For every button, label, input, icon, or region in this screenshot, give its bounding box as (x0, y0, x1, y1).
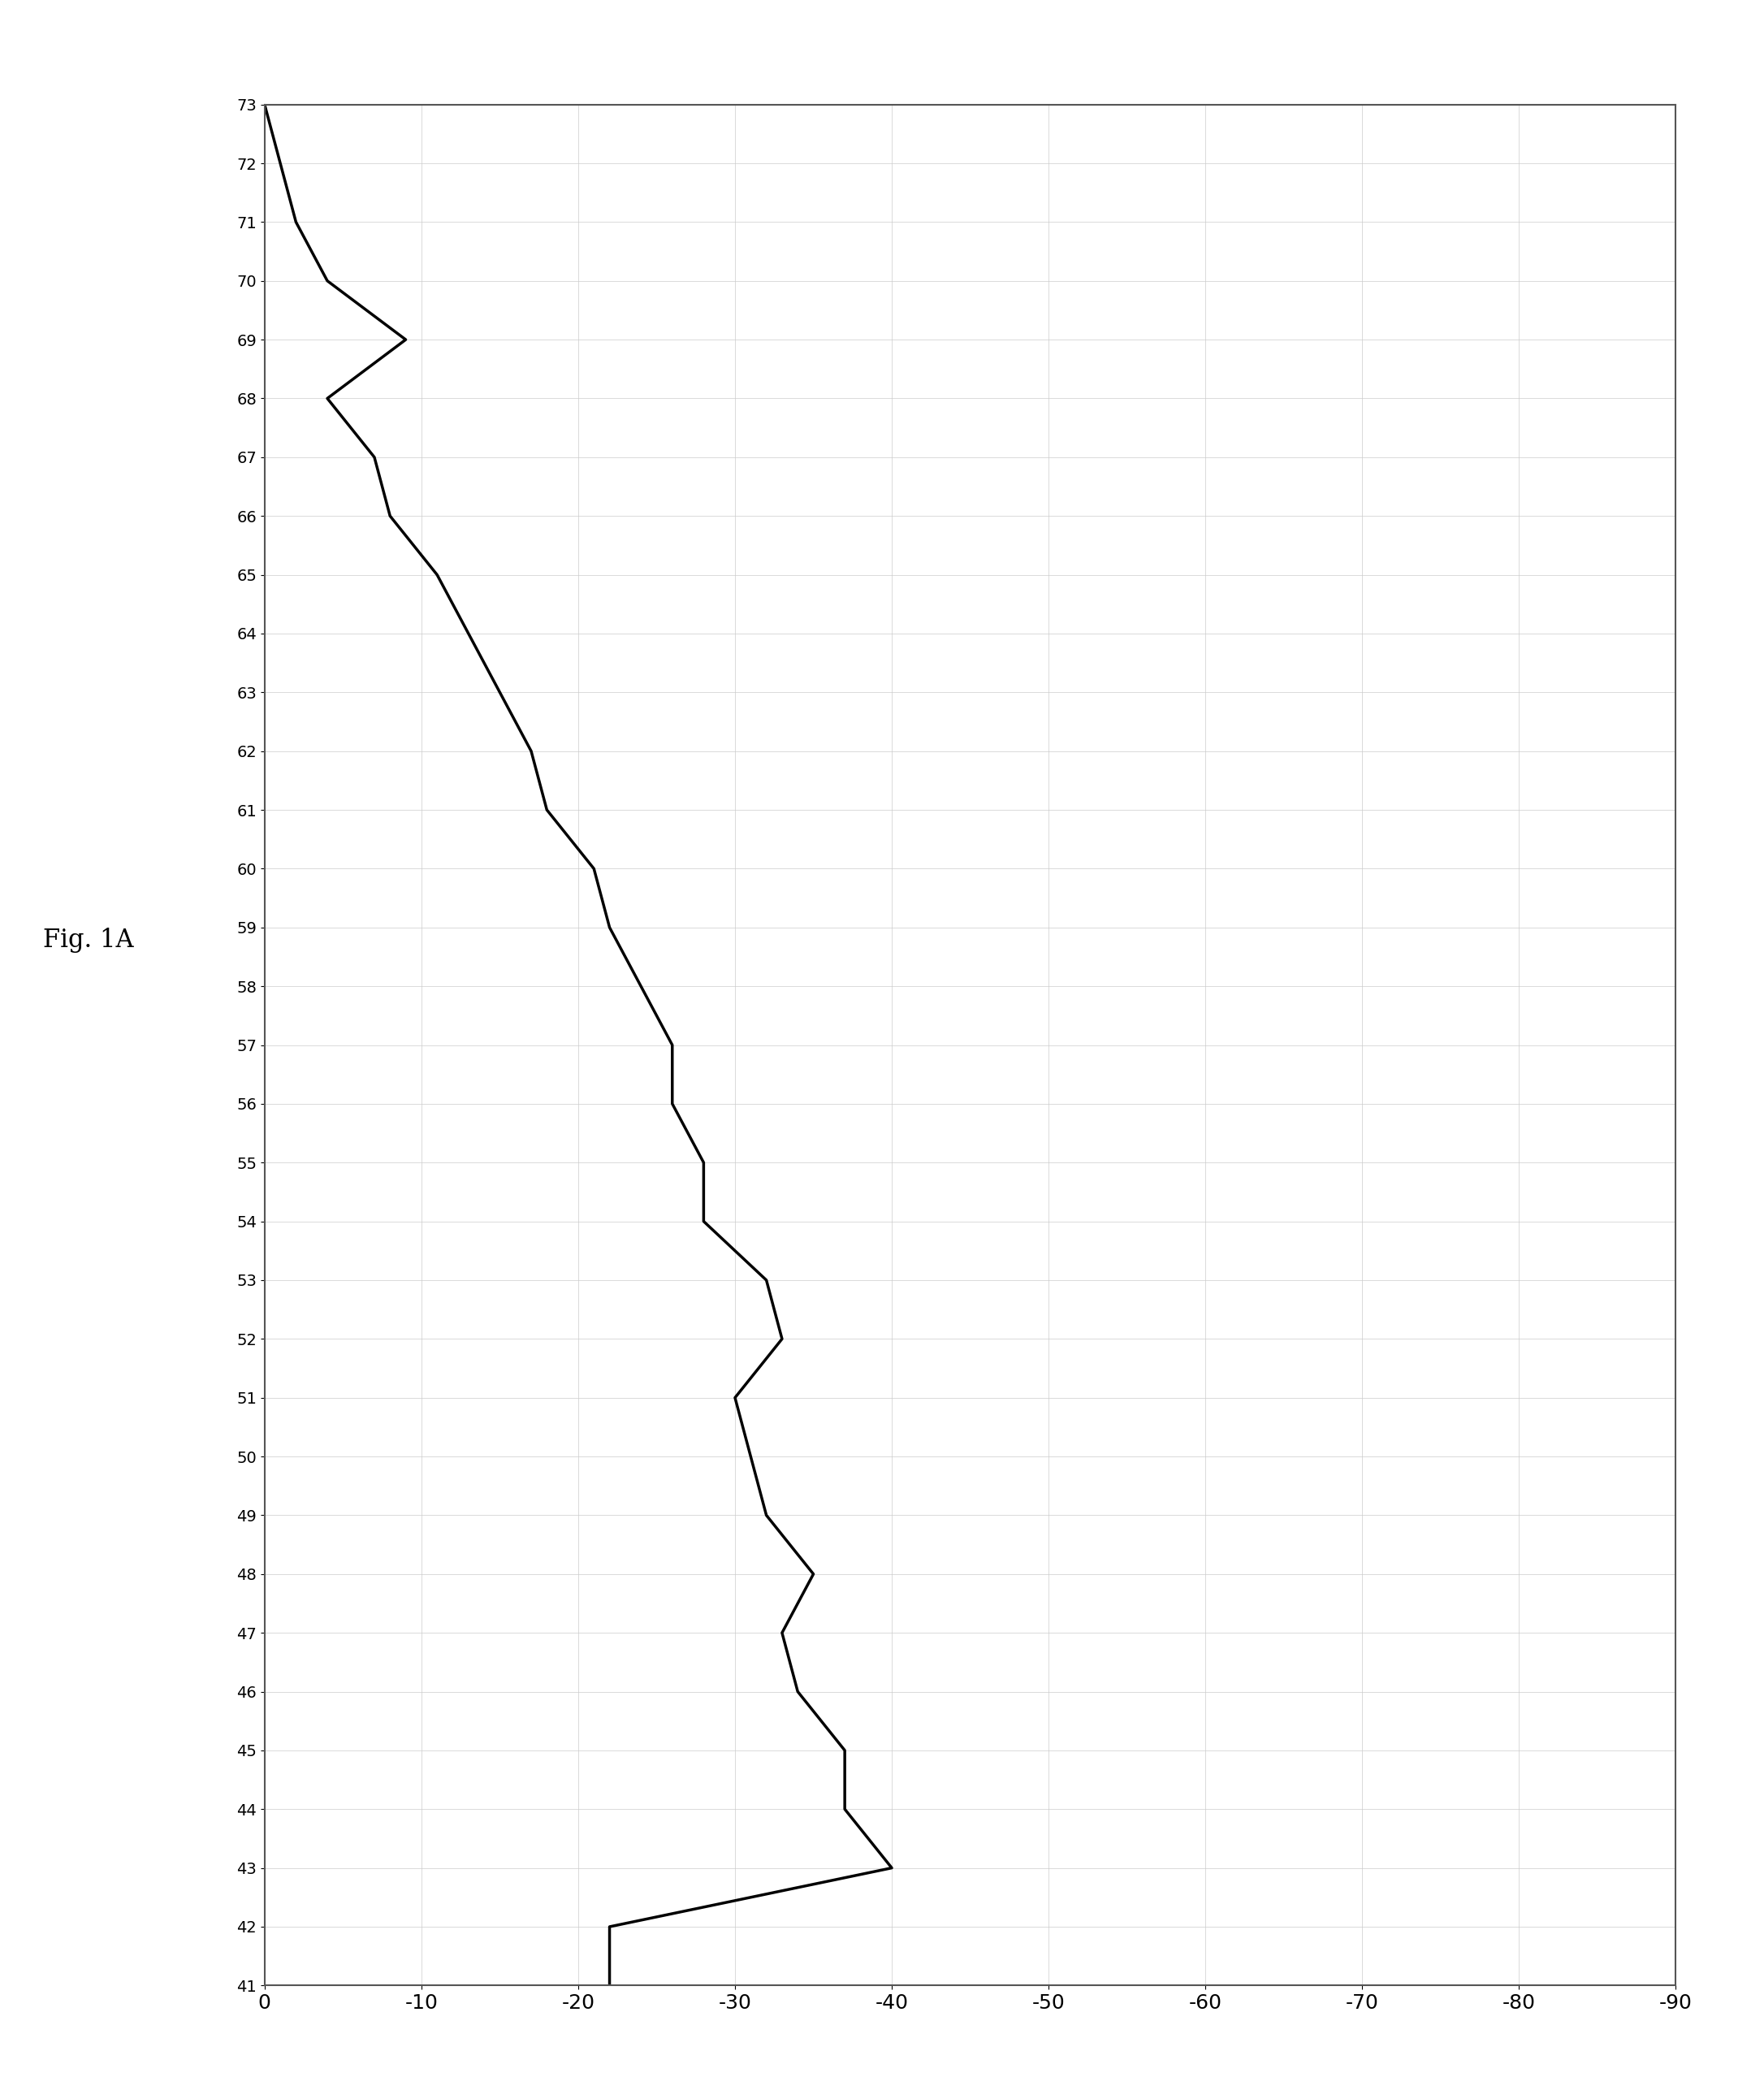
Text: Fig. 1A: Fig. 1A (42, 928, 134, 953)
